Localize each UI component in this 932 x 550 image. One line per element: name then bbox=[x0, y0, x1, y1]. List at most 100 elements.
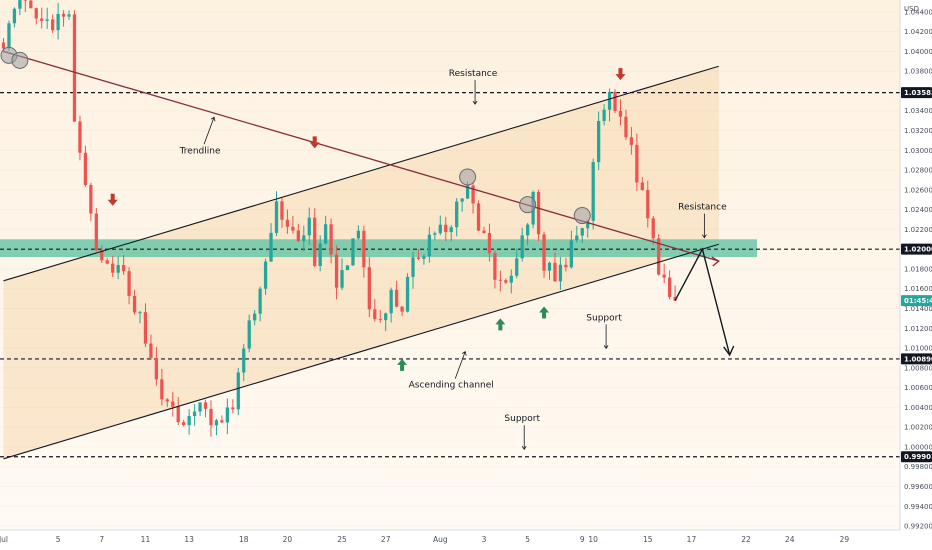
candle-body bbox=[591, 162, 595, 221]
price-tag-label: 1.03583 bbox=[904, 89, 932, 97]
candle-body bbox=[231, 407, 235, 410]
y-tick-label[interactable]: 1.01800 bbox=[904, 265, 932, 273]
x-tick-label[interactable]: 18 bbox=[239, 535, 249, 544]
candle-body bbox=[613, 91, 617, 111]
candle-body bbox=[236, 372, 240, 410]
candle-body bbox=[171, 401, 175, 407]
price-tag-label: 01:45:45 bbox=[904, 297, 932, 305]
candle-body bbox=[127, 271, 131, 296]
candle-body bbox=[78, 121, 82, 153]
candle-body bbox=[657, 238, 661, 275]
annotation-pointer bbox=[203, 117, 215, 145]
x-tick-label[interactable]: 5 bbox=[56, 535, 61, 544]
x-tick-label[interactable]: 17 bbox=[687, 535, 697, 544]
annotation-label: Ascending channel bbox=[409, 381, 494, 391]
time-axis-ticks[interactable]: Jul 5 7 11 13 18 20 25 27 Aug 3 5 9 10 15 17 22 24 29 bbox=[0, 535, 849, 544]
x-tick-label[interactable]: 27 bbox=[381, 535, 391, 544]
price-axis-ticks[interactable]: 1.04400 1.04200 1.04000 1.03800 1.03400 1.032… bbox=[904, 8, 932, 530]
candle-body bbox=[61, 13, 66, 17]
candle-body bbox=[607, 91, 612, 110]
candle-body bbox=[651, 218, 655, 239]
channel-fill bbox=[3, 66, 719, 459]
annotations-layer: Resistance Trendline Resistance Support Asce… bbox=[179, 69, 727, 450]
candle-body bbox=[433, 233, 437, 235]
x-tick-label[interactable]: 25 bbox=[337, 535, 347, 544]
y-tick-label[interactable]: 1.00600 bbox=[904, 384, 932, 392]
candle-body bbox=[635, 144, 639, 183]
y-tick-label[interactable]: 1.04200 bbox=[904, 28, 932, 36]
candle-body bbox=[198, 402, 202, 412]
y-tick-label[interactable]: 1.03400 bbox=[904, 107, 932, 115]
price-tag bbox=[901, 353, 932, 365]
y-tick-label[interactable]: 1.01600 bbox=[904, 285, 932, 293]
candle-body bbox=[345, 265, 350, 271]
y-tick-label[interactable]: 0.99800 bbox=[904, 463, 932, 471]
x-tick-label[interactable]: 20 bbox=[283, 535, 293, 544]
x-tick-label[interactable]: 5 bbox=[525, 535, 530, 544]
candle-body bbox=[324, 224, 328, 244]
x-tick-label[interactable]: 24 bbox=[785, 535, 795, 544]
candle-body bbox=[214, 420, 219, 426]
y-tick-label[interactable]: 1.00000 bbox=[904, 443, 932, 451]
annotation-pointer bbox=[454, 351, 466, 379]
y-tick-label[interactable]: 0.99200 bbox=[904, 523, 932, 531]
candle-body bbox=[132, 295, 137, 313]
x-tick-label[interactable]: 15 bbox=[643, 535, 653, 544]
y-tick-label[interactable]: 1.01400 bbox=[904, 305, 932, 313]
x-tick-label[interactable]: 3 bbox=[482, 535, 487, 544]
x-tick-label[interactable]: 13 bbox=[184, 535, 194, 544]
candle-body bbox=[367, 267, 371, 310]
candle-body bbox=[629, 137, 634, 145]
price-tag-label: 0.99901 bbox=[904, 453, 932, 461]
y-tick-label[interactable]: 1.02800 bbox=[904, 167, 932, 175]
x-tick-label[interactable]: 10 bbox=[588, 535, 598, 544]
x-tick-label[interactable]: 29 bbox=[840, 535, 850, 544]
projection-arrowhead bbox=[723, 345, 735, 357]
y-tick-label[interactable]: 1.00200 bbox=[904, 424, 932, 432]
y-tick-label[interactable]: 1.00800 bbox=[904, 364, 932, 372]
candle-body bbox=[307, 217, 311, 236]
candle-body bbox=[302, 235, 306, 242]
annotation-label: Support bbox=[504, 414, 540, 424]
y-tick-label[interactable]: 1.01000 bbox=[904, 345, 932, 353]
candle-body bbox=[67, 14, 71, 17]
candle-body bbox=[618, 110, 623, 117]
touch-point-circle bbox=[11, 51, 29, 69]
candle-body bbox=[7, 23, 11, 49]
y-tick-label[interactable]: 1.04400 bbox=[904, 8, 932, 16]
y-tick-label[interactable]: 1.01200 bbox=[904, 325, 932, 333]
y-tick-label[interactable]: 1.00400 bbox=[904, 404, 932, 412]
candle-body bbox=[482, 230, 486, 233]
annotation-pointer-head bbox=[521, 446, 527, 450]
candle-body bbox=[242, 348, 246, 373]
candle-body bbox=[138, 312, 142, 314]
y-tick-label[interactable]: 1.03000 bbox=[904, 147, 932, 155]
y-tick-label[interactable]: 1.04000 bbox=[904, 48, 932, 56]
candle-body bbox=[449, 227, 453, 233]
candle-body bbox=[405, 276, 410, 312]
candle-body bbox=[416, 257, 421, 259]
candle-body bbox=[105, 260, 109, 264]
y-tick-label[interactable]: 0.99600 bbox=[904, 483, 932, 491]
x-tick-label[interactable]: 22 bbox=[741, 535, 751, 544]
candle-body bbox=[334, 254, 339, 288]
y-tick-label[interactable]: 1.02400 bbox=[904, 206, 932, 214]
currency-label: USD bbox=[904, 5, 919, 13]
candle-body bbox=[569, 240, 573, 268]
channel-lower-line bbox=[3, 243, 719, 460]
x-tick-label[interactable]: Aug bbox=[433, 535, 448, 544]
annotation-pointer-head bbox=[603, 345, 609, 350]
y-tick-label[interactable]: 1.02200 bbox=[904, 226, 932, 234]
x-tick-label[interactable]: 9 bbox=[580, 535, 585, 544]
y-tick-label[interactable]: 1.02600 bbox=[904, 186, 932, 194]
y-tick-label[interactable]: 0.99400 bbox=[904, 503, 932, 511]
x-tick-label[interactable]: 11 bbox=[141, 535, 151, 544]
x-tick-label[interactable]: Jul bbox=[0, 535, 8, 544]
y-tick-label[interactable]: 1.03800 bbox=[904, 68, 932, 76]
x-tick-label[interactable]: 7 bbox=[99, 535, 104, 544]
dashed-levels-layer bbox=[0, 92, 900, 458]
y-tick-label[interactable]: 1.03200 bbox=[904, 127, 932, 135]
